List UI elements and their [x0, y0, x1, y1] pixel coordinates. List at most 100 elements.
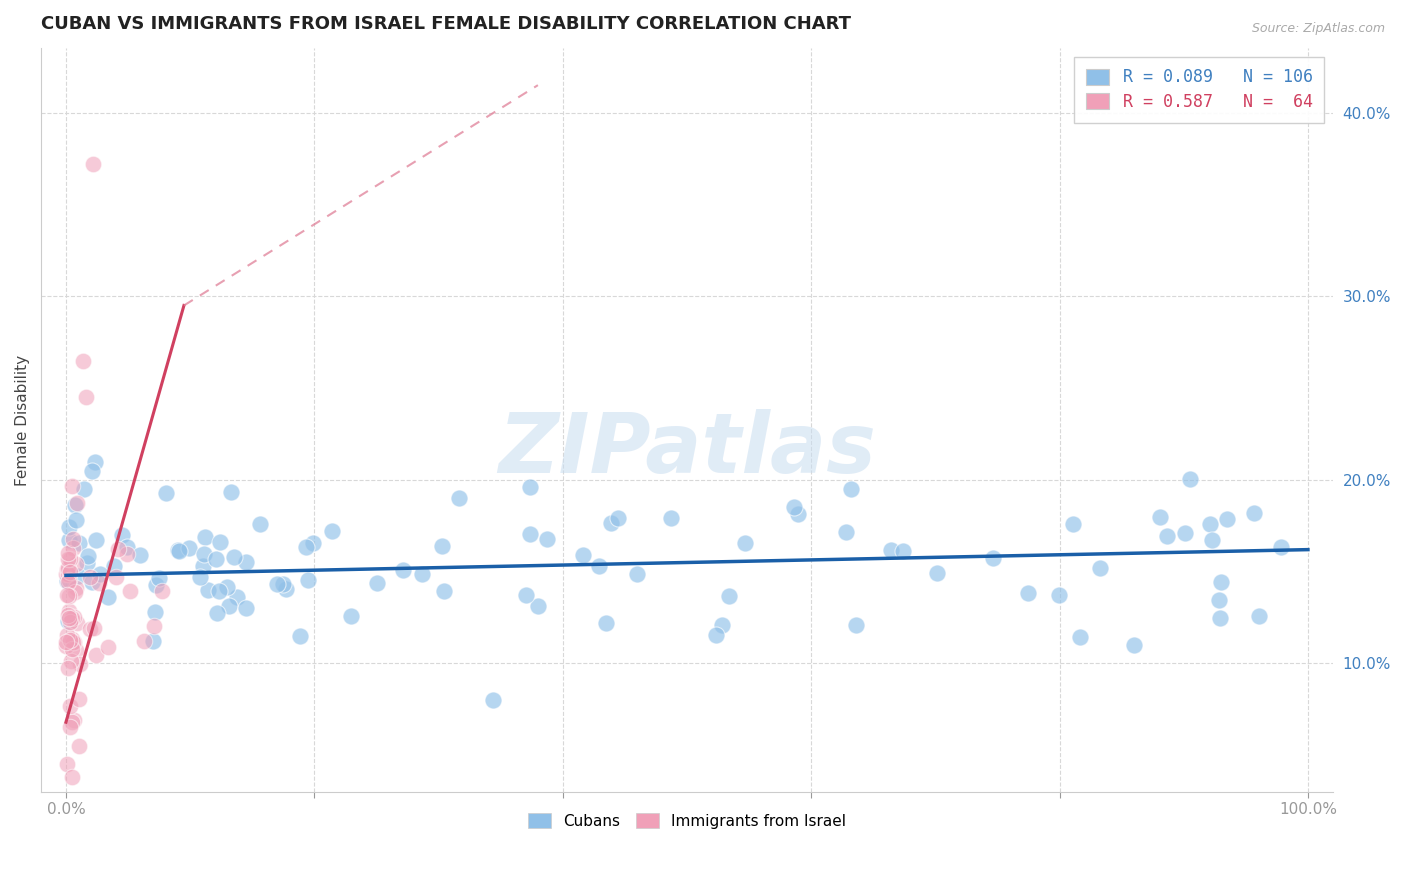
- Point: [1243, 506, 1265, 520]
- Point: [193, 547, 215, 561]
- Point: [193, 558, 215, 573]
- Text: ZIPatlas: ZIPatlas: [498, 409, 876, 491]
- Point: [302, 535, 325, 549]
- Point: [134, 634, 156, 648]
- Point: [59, 615, 82, 629]
- Point: [880, 543, 903, 558]
- Point: [205, 552, 228, 566]
- Point: [82, 157, 104, 171]
- Point: [58, 561, 80, 575]
- Point: [59, 699, 82, 714]
- Point: [83, 621, 105, 635]
- Point: [59, 565, 82, 579]
- Point: [519, 480, 541, 494]
- Point: [321, 524, 343, 538]
- Point: [59, 611, 82, 625]
- Point: [75, 390, 97, 404]
- Point: [58, 604, 80, 618]
- Point: [76, 556, 98, 570]
- Point: [1178, 472, 1201, 486]
- Point: [65, 581, 87, 595]
- Point: [60, 715, 83, 730]
- Point: [143, 605, 166, 619]
- Point: [65, 643, 87, 657]
- Point: [1017, 585, 1039, 599]
- Point: [235, 555, 257, 569]
- Point: [150, 584, 173, 599]
- Point: [89, 567, 111, 582]
- Point: [249, 516, 271, 531]
- Point: [67, 739, 90, 753]
- Point: [63, 609, 86, 624]
- Point: [155, 486, 177, 500]
- Point: [80, 464, 103, 478]
- Point: [63, 713, 86, 727]
- Point: [56, 588, 79, 602]
- Point: [571, 548, 593, 562]
- Point: [80, 574, 103, 589]
- Point: [60, 642, 83, 657]
- Point: [266, 577, 288, 591]
- Point: [107, 542, 129, 557]
- Point: [274, 582, 297, 596]
- Point: [83, 454, 105, 468]
- Point: [392, 563, 415, 577]
- Point: [65, 513, 87, 527]
- Point: [366, 576, 388, 591]
- Point: [73, 482, 96, 496]
- Point: [103, 558, 125, 573]
- Point: [60, 770, 83, 784]
- Point: [58, 573, 80, 587]
- Point: [97, 640, 120, 654]
- Point: [235, 600, 257, 615]
- Point: [1211, 574, 1233, 589]
- Point: [839, 482, 862, 496]
- Point: [1069, 631, 1091, 645]
- Point: [84, 533, 107, 547]
- Point: [62, 541, 84, 556]
- Point: [148, 571, 170, 585]
- Point: [111, 528, 134, 542]
- Legend: Cubans, Immigrants from Israel: Cubans, Immigrants from Israel: [520, 805, 853, 837]
- Point: [1199, 516, 1222, 531]
- Point: [58, 611, 80, 625]
- Point: [62, 632, 84, 646]
- Point: [927, 566, 949, 580]
- Point: [519, 527, 541, 541]
- Point: [67, 536, 90, 550]
- Point: [56, 574, 79, 588]
- Point: [536, 532, 558, 546]
- Point: [56, 574, 79, 589]
- Point: [67, 692, 90, 706]
- Point: [128, 548, 150, 562]
- Point: [1149, 509, 1171, 524]
- Point: [787, 507, 810, 521]
- Point: [115, 541, 138, 555]
- Point: [120, 583, 142, 598]
- Point: [66, 496, 89, 510]
- Point: [55, 567, 77, 582]
- Point: [105, 570, 128, 584]
- Point: [983, 550, 1005, 565]
- Point: [340, 609, 363, 624]
- Point: [66, 616, 89, 631]
- Point: [177, 541, 200, 555]
- Point: [58, 552, 80, 566]
- Point: [600, 516, 623, 530]
- Point: [166, 543, 188, 558]
- Point: [430, 539, 453, 553]
- Point: [288, 630, 311, 644]
- Point: [1156, 528, 1178, 542]
- Point: [66, 569, 89, 583]
- Point: [65, 557, 87, 571]
- Point: [56, 562, 79, 576]
- Point: [63, 635, 86, 649]
- Point: [194, 530, 217, 544]
- Point: [271, 576, 294, 591]
- Point: [433, 583, 456, 598]
- Point: [56, 661, 79, 675]
- Point: [482, 693, 505, 707]
- Point: [845, 618, 868, 632]
- Point: [79, 622, 101, 636]
- Point: [1090, 561, 1112, 575]
